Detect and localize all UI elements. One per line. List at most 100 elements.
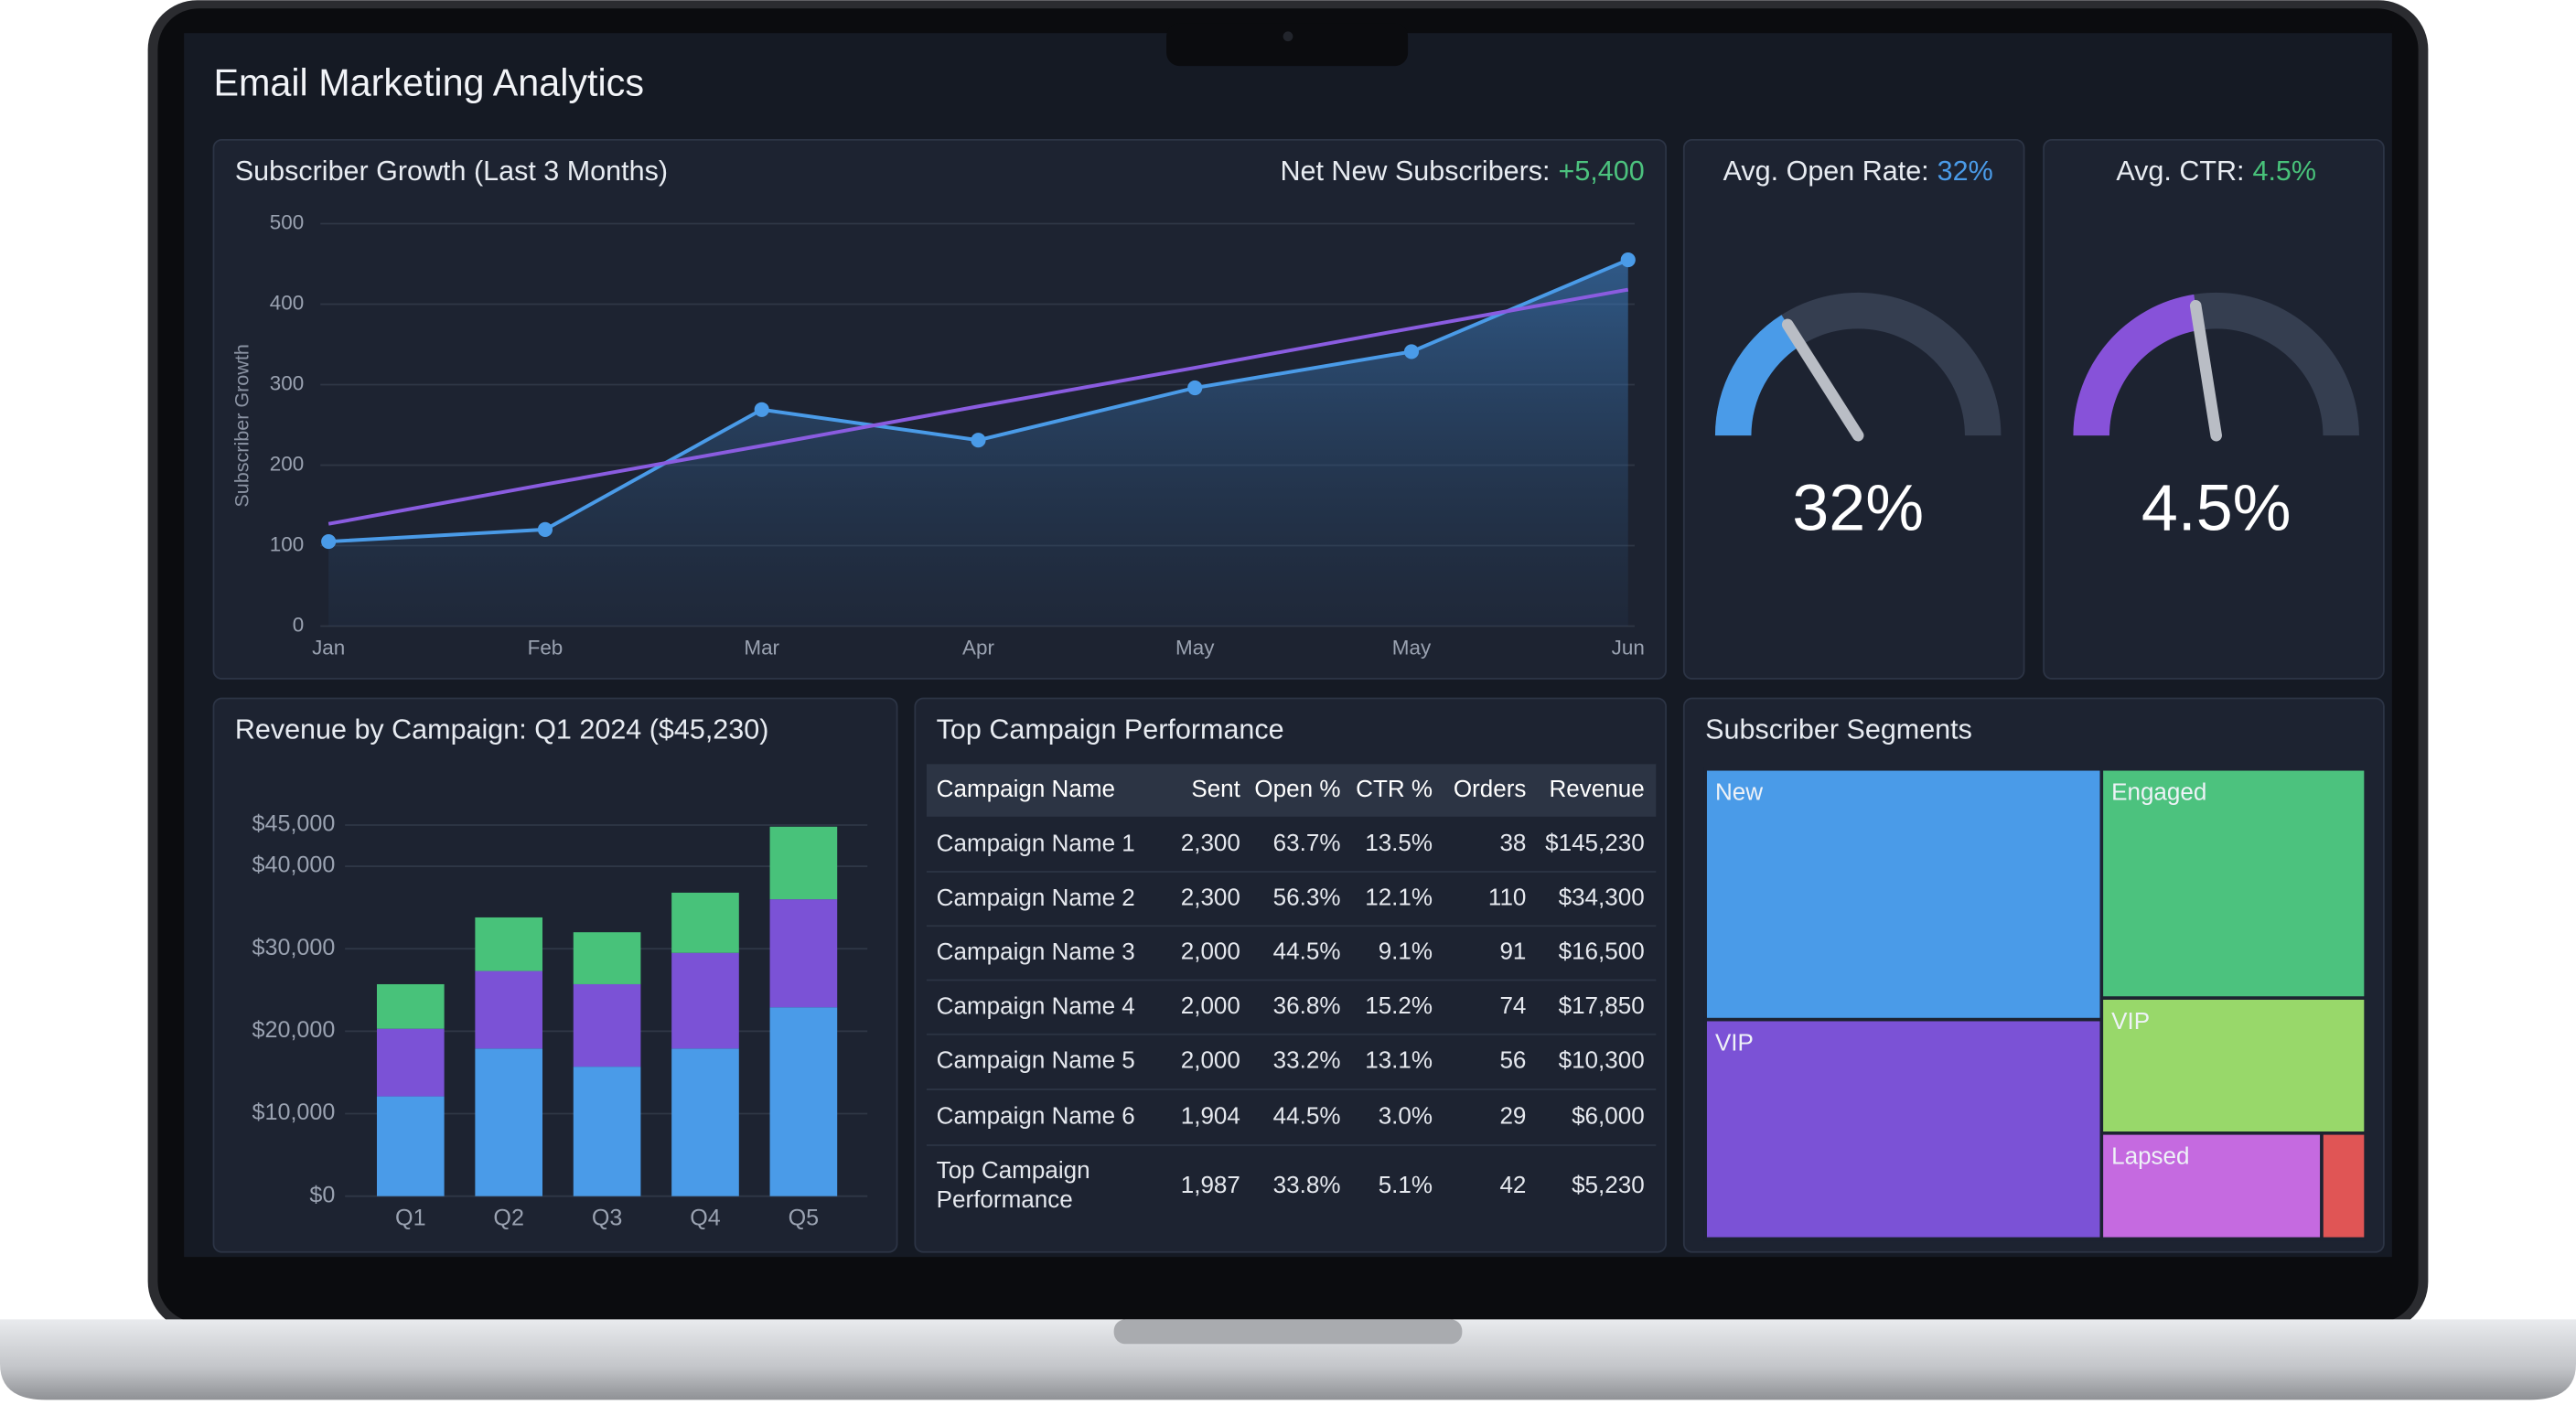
table-cell: $145,230 [1545, 829, 1645, 856]
table-cell: 1,987 [1181, 1171, 1240, 1198]
table-cell: $10,300 [1559, 1046, 1645, 1073]
laptop-base [0, 1319, 2576, 1400]
y-tick-label: $40,000 [252, 853, 336, 878]
trend-line [327, 287, 1629, 526]
y-tick-label: $30,000 [252, 935, 336, 960]
table-cell: 63.7% [1273, 829, 1341, 856]
panel-open-rate [1682, 139, 2025, 680]
table-cell: $16,500 [1559, 938, 1645, 965]
bar-segment [376, 1028, 445, 1097]
bar-segment [376, 983, 445, 1029]
table-cell: 2,300 [1181, 829, 1240, 856]
column-header: CTR % [1356, 775, 1433, 802]
x-tick-label: Q5 [789, 1205, 820, 1230]
table-cell: 56.3% [1273, 883, 1341, 910]
gauge-title-label: Avg. Open Rate: [1723, 156, 1929, 187]
table-cell: $17,850 [1559, 992, 1645, 1019]
point [537, 521, 553, 537]
cell-box: Top Campaign Performance [937, 1158, 1090, 1214]
x-tick-label: Apr [962, 637, 994, 660]
treemap-tile [1703, 1017, 2104, 1241]
treemap-label: New [1715, 778, 1763, 806]
table-cell: Campaign Name 5 [936, 1048, 1135, 1075]
treemap-label: VIP [1715, 1028, 1754, 1056]
table-cell: 13.5% [1365, 829, 1433, 856]
table-cell: 2,000 [1181, 938, 1240, 965]
table-cell: Campaign Name 3 [936, 939, 1135, 967]
column-header: Open % [1254, 775, 1340, 802]
table-cell: 33.8% [1273, 1171, 1341, 1198]
table-cell: 2,000 [1181, 992, 1240, 1019]
y-tick-label: 500 [270, 210, 304, 233]
base-notch [1113, 1319, 1463, 1345]
bar-segment [671, 952, 739, 1049]
treemap-tile [2099, 996, 2367, 1135]
table-cell: Campaign Name 4 [936, 993, 1135, 1021]
y-tick-label: 400 [270, 291, 304, 314]
treemap-tile [1703, 767, 2104, 1022]
gauge-title-label: Avg. CTR: [2116, 156, 2244, 187]
table-cell: 15.2% [1365, 992, 1433, 1019]
x-tick-label: Q3 [592, 1205, 623, 1230]
bar-segment [671, 892, 739, 953]
annotation-label: Net New Subscribers: [1280, 156, 1550, 187]
bar-segment [376, 1096, 445, 1196]
camera [1283, 31, 1293, 42]
camera-notch [1166, 23, 1409, 67]
x-tick-label: Jan [312, 637, 345, 660]
x-tick-label: Mar [744, 637, 779, 660]
y-tick-label: 300 [270, 371, 304, 394]
chart-title: Subscriber Growth (Last 3 Months) [235, 156, 668, 187]
bar-segment [475, 1048, 543, 1196]
x-tick-label: May [1392, 637, 1432, 660]
table-cell: 3.0% [1379, 1101, 1433, 1129]
table-cell: Campaign Name 6 [936, 1104, 1135, 1131]
y-axis-label: Subscriber Growth [230, 344, 252, 507]
table-header-bg [926, 764, 1657, 817]
column-header: Orders [1454, 775, 1527, 802]
table-cell: $34,300 [1559, 883, 1645, 910]
point [754, 402, 769, 417]
cell-box: Campaign Name 4 [936, 993, 1135, 1021]
point [1620, 252, 1636, 268]
cell-box: Campaign Name 2 [936, 885, 1135, 912]
table-cell: 44.5% [1273, 938, 1341, 965]
gauge-title-value: 4.5% [2252, 156, 2316, 187]
table-title: Top Campaign Performance [937, 713, 1284, 745]
gauge-title: Avg. Open Rate: 32% [1723, 156, 1993, 187]
treemap-label: Lapsed [2111, 1142, 2189, 1170]
table-cell: 110 [1488, 883, 1527, 910]
table-cell: 13.1% [1365, 1046, 1433, 1073]
table-cell: 12.1% [1365, 883, 1433, 910]
chart-title: Revenue by Campaign: Q1 2024 ($45,230) [235, 713, 769, 745]
x-tick-label: Feb [528, 637, 564, 660]
chart-title: Subscriber Segments [1705, 713, 1972, 745]
cell-box: Campaign Name 5 [936, 1048, 1135, 1075]
table-cell: Campaign Name 2 [936, 885, 1135, 912]
gauge-value: 32% [1792, 472, 1924, 545]
table-cell: 2,000 [1181, 1046, 1240, 1073]
table-cell: 91 [1499, 938, 1526, 965]
table-cell: 36.8% [1273, 992, 1341, 1019]
x-tick-label: Jun [1612, 637, 1645, 660]
treemap-label: VIP [2111, 1007, 2150, 1035]
treemap-tile [2099, 767, 2367, 1000]
column-header: Campaign Name [937, 775, 1115, 802]
table-cell: 9.1% [1379, 938, 1433, 965]
column-header: Revenue [1550, 775, 1645, 802]
point [321, 534, 337, 550]
treemap-tile [2320, 1132, 2367, 1241]
bar-segment [573, 1067, 641, 1196]
bar-segment [769, 826, 838, 900]
bar-segment [475, 917, 543, 971]
bar-segment [475, 971, 543, 1049]
cell-box: Campaign Name 6 [936, 1104, 1135, 1131]
table-cell: 44.5% [1273, 1101, 1341, 1129]
column-header: Sent [1191, 775, 1240, 802]
cell-box: Campaign Name 3 [936, 939, 1135, 967]
table-cell: 5.1% [1379, 1171, 1433, 1198]
y-tick-label: $0 [309, 1182, 335, 1207]
bar-segment [671, 1048, 739, 1196]
point [1403, 344, 1420, 359]
